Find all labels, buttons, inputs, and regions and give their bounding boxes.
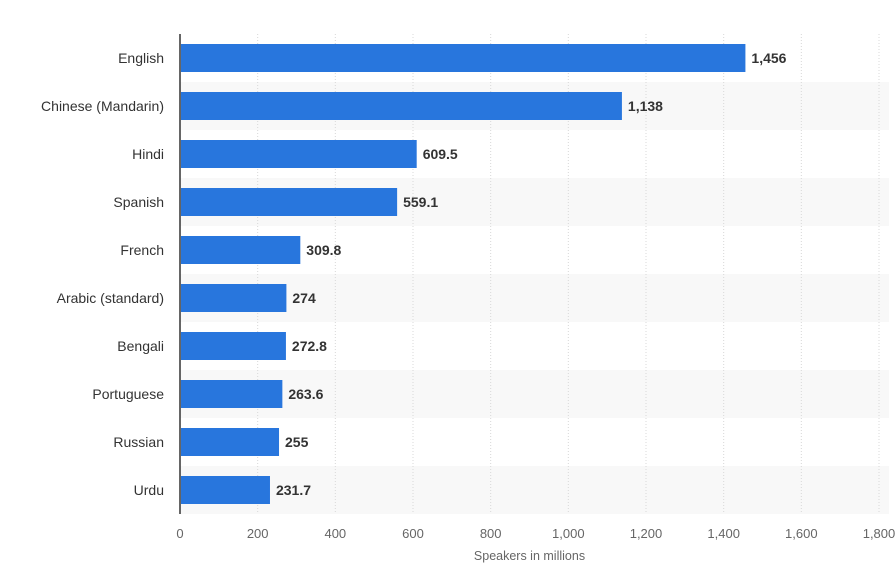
value-label: 609.5	[423, 146, 458, 162]
x-tick-label: 1,000	[552, 526, 585, 541]
category-labels: English Chinese (Mandarin) Hindi Spanish Fre…	[41, 50, 164, 498]
value-label: 274	[292, 290, 316, 306]
category-label: Hindi	[132, 146, 164, 162]
value-label: 309.8	[306, 242, 341, 258]
bar[interactable]	[181, 188, 398, 216]
bar[interactable]	[181, 236, 301, 264]
x-tick-label: 1,400	[707, 526, 740, 541]
x-tick-label: 1,200	[630, 526, 663, 541]
value-labels: 1,456 1,138 609.5 559.1 309.8 274 272.8 263.6 25…	[276, 50, 787, 498]
category-label: French	[120, 242, 164, 258]
value-label: 1,456	[751, 50, 786, 66]
bars-group	[181, 44, 746, 504]
bar[interactable]	[181, 92, 622, 120]
x-tick-label: 0	[176, 526, 183, 541]
x-tick-label: 400	[324, 526, 346, 541]
value-label: 263.6	[288, 386, 323, 402]
bar[interactable]	[181, 428, 280, 456]
row-band	[180, 466, 889, 514]
row-band	[180, 274, 889, 322]
x-tick-label: 1,800	[863, 526, 896, 541]
value-label: 231.7	[276, 482, 311, 498]
category-label: Portuguese	[92, 386, 164, 402]
category-label: English	[118, 50, 164, 66]
category-label: Russian	[113, 434, 164, 450]
value-label: 559.1	[403, 194, 438, 210]
x-tick-label: 600	[402, 526, 424, 541]
category-label: Urdu	[134, 482, 164, 498]
category-label: Spanish	[113, 194, 164, 210]
value-label: 255	[285, 434, 309, 450]
category-label: Chinese (Mandarin)	[41, 98, 164, 114]
row-bands	[180, 82, 889, 514]
x-tick-label: 800	[480, 526, 502, 541]
value-label: 272.8	[292, 338, 327, 354]
row-band	[180, 370, 889, 418]
bar[interactable]	[181, 380, 283, 408]
x-tick-label: 200	[247, 526, 269, 541]
bar[interactable]	[181, 476, 270, 504]
x-tick-labels: 0 200 400 600 800 1,000 1,200 1,400 1,600 1,800	[176, 526, 895, 541]
x-tick-label: 1,600	[785, 526, 818, 541]
bar[interactable]	[181, 44, 746, 72]
x-axis-title: Speakers in millions	[474, 549, 585, 563]
category-label: Bengali	[117, 338, 164, 354]
bar[interactable]	[181, 140, 417, 168]
category-label: Arabic (standard)	[57, 290, 164, 306]
value-label: 1,138	[628, 98, 663, 114]
bar[interactable]	[181, 284, 287, 312]
bar[interactable]	[181, 332, 286, 360]
